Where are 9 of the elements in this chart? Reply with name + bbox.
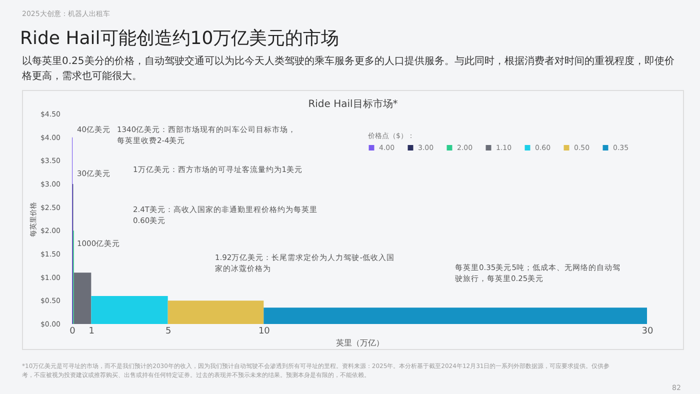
- x-tick-label: 30: [642, 326, 654, 336]
- x-axis-title: 英里（万亿）: [336, 338, 384, 348]
- x-tick-label: 1: [88, 326, 95, 336]
- chart-subtitle: 以每英里0.25美分的价格，自动驾驶交通可以为比今天人类驾驶的乘车服务更多的人口提供服务。与此同时，根据消费者对时间的重视程度，即使价格更高，需求也可能很大。: [22, 54, 676, 84]
- text: Ride Hail目标市场*: [307, 98, 399, 111]
- x-tick-label: 0: [70, 326, 76, 336]
- x-tick-label: 10: [258, 326, 270, 336]
- x-tick-label: 5: [165, 326, 172, 336]
- chart-title: Ride Hail可能创造约10万亿美元的市场: [20, 27, 340, 50]
